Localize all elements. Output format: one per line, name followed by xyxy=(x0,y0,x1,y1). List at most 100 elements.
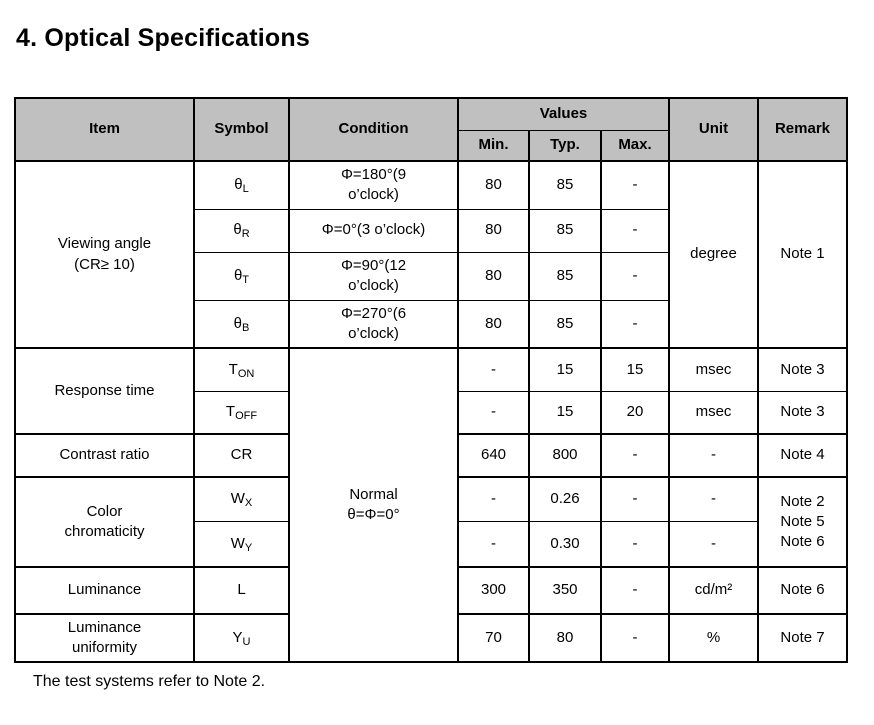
cell-t-on-max: 15 xyxy=(600,347,670,392)
cell-w-x-typ: 0.26 xyxy=(528,476,602,522)
cell-theta-r-min: 80 xyxy=(457,208,530,253)
cell-theta-r-typ: 85 xyxy=(528,208,602,253)
cell-contrast-ratio-unit: - xyxy=(668,433,759,478)
cell-luminance-typ: 350 xyxy=(528,566,602,615)
page-title: 4. Optical Specifications xyxy=(16,24,310,52)
cell-contrast-ratio-min: 640 xyxy=(457,433,530,478)
cell-theta-b-symbol: θB xyxy=(193,299,290,349)
cell-w-x-min: - xyxy=(457,476,530,522)
cell-luminance-uniformity-typ: 80 xyxy=(528,613,602,663)
cell-luminance-item: Luminance xyxy=(14,566,195,615)
cell-theta-l-typ: 85 xyxy=(528,160,602,210)
cell-contrast-ratio-symbol: CR xyxy=(193,433,290,478)
cell-t-off-min: - xyxy=(457,390,530,435)
row-theta-t: θT Φ=90°(12 o’clock) 80 85 - xyxy=(15,251,847,301)
cell-theta-r-condition: Φ=0°(3 o’clock) xyxy=(288,208,459,253)
cell-theta-r-symbol: θR xyxy=(193,208,290,253)
cell-theta-t-typ: 85 xyxy=(528,251,602,301)
row-luminance-uniformity: Luminance uniformity YU 70 80 - % Note 7 xyxy=(14,613,848,663)
cell-viewing-angle-item: Viewing angle (CR≥ 10) xyxy=(14,160,195,349)
cell-w-x-max: - xyxy=(600,476,670,522)
cell-theta-l-min: 80 xyxy=(457,160,530,210)
cell-t-off-unit: msec xyxy=(668,390,759,435)
header-item: Item xyxy=(14,97,195,162)
symbol-subscript: OFF xyxy=(235,410,258,423)
symbol-subscript: L xyxy=(242,183,249,196)
cell-theta-l-condition: Φ=180°(9 o’clock) xyxy=(288,160,459,210)
symbol-base: T xyxy=(228,360,238,378)
cell-luminance-max: - xyxy=(600,566,670,615)
symbol-subscript: Y xyxy=(244,541,253,554)
symbol-base: Y xyxy=(232,628,243,646)
cell-t-on-typ: 15 xyxy=(528,347,602,392)
row-theta-b: θB Φ=270°(6 o’clock) 80 85 - xyxy=(15,299,847,349)
header-values: Values xyxy=(457,97,670,131)
header-symbol: Symbol xyxy=(193,97,290,162)
row-t-on: Response time TON Normal θ=Φ=0° - 15 15 … xyxy=(14,347,848,663)
symbol-subscript: ON xyxy=(237,367,255,380)
cell-theta-t-max: - xyxy=(600,251,670,301)
cell-luminance-uniformity-unit: % xyxy=(668,613,759,663)
symbol-subscript: T xyxy=(242,273,250,286)
symbol-base: θ xyxy=(233,314,242,332)
cell-luminance-unit: cd/m² xyxy=(668,566,759,615)
cell-theta-r-max: - xyxy=(600,208,670,253)
cell-t-on-remark: Note 3 xyxy=(757,347,848,392)
cell-w-y-symbol: WY xyxy=(193,520,290,568)
cell-theta-t-condition: Φ=90°(12 o’clock) xyxy=(288,251,459,301)
symbol-base: T xyxy=(225,403,236,421)
cell-theta-b-max: - xyxy=(600,299,670,349)
row-t-off: TOFF - 15 20 msec Note 3 xyxy=(15,390,848,435)
header-condition: Condition xyxy=(288,97,459,162)
cell-luminance-min: 300 xyxy=(457,566,530,615)
symbol-subscript: X xyxy=(244,497,253,510)
row-contrast-ratio: Contrast ratio CR 640 800 - - Note 4 xyxy=(14,433,848,478)
cell-t-on-unit: msec xyxy=(668,347,759,392)
header-unit: Unit xyxy=(668,97,759,162)
cell-w-x-symbol: WX xyxy=(193,476,290,522)
cell-response-time-item: Response time xyxy=(14,347,195,435)
cell-color-chromaticity-item: Color chromaticity xyxy=(14,476,195,568)
row-theta-r: θR Φ=0°(3 o’clock) 80 85 - xyxy=(15,208,847,253)
row-theta-l: Viewing angle (CR≥ 10) θL Φ=180°(9 o’clo… xyxy=(14,160,848,349)
symbol-subscript: B xyxy=(242,321,250,334)
symbol-base: W xyxy=(230,534,245,552)
header-min: Min. xyxy=(457,129,530,162)
cell-theta-l-max: - xyxy=(600,160,670,210)
symbol-base: θ xyxy=(233,221,242,239)
cell-t-on-min: - xyxy=(457,347,530,392)
header-remark: Remark xyxy=(757,97,848,162)
cell-luminance-uniformity-symbol: YU xyxy=(193,613,290,663)
cell-normal-condition: Normal θ=Φ=0° xyxy=(288,347,459,663)
header-max: Max. xyxy=(600,129,670,162)
row-w-x: Color chromaticity WX - 0.26 - - Note 2 … xyxy=(14,476,848,568)
cell-luminance-uniformity-min: 70 xyxy=(457,613,530,663)
cell-contrast-ratio-item: Contrast ratio xyxy=(14,433,195,478)
symbol-base: W xyxy=(230,490,245,508)
cell-t-off-remark: Note 3 xyxy=(757,390,848,435)
cell-w-x-unit: - xyxy=(668,476,759,522)
cell-t-off-symbol: TOFF xyxy=(193,390,290,435)
cell-theta-t-min: 80 xyxy=(457,251,530,301)
cell-theta-b-min: 80 xyxy=(457,299,530,349)
symbol-base: θ xyxy=(233,266,243,284)
optical-spec-table: Item Symbol Condition Values Unit Remark… xyxy=(14,97,848,663)
cell-t-off-max: 20 xyxy=(600,390,670,435)
cell-w-y-typ: 0.30 xyxy=(528,520,602,568)
row-w-y: WY - 0.30 - - xyxy=(15,520,847,568)
cell-w-y-max: - xyxy=(600,520,670,568)
symbol-base: θ xyxy=(234,176,243,194)
symbol-subscript: R xyxy=(241,228,250,241)
cell-luminance-uniformity-item: Luminance uniformity xyxy=(14,613,195,663)
cell-theta-b-condition: Φ=270°(6 o’clock) xyxy=(288,299,459,349)
cell-theta-b-typ: 85 xyxy=(528,299,602,349)
cell-t-on-symbol: TON xyxy=(193,347,290,392)
cell-luminance-symbol: L xyxy=(193,566,290,615)
cell-color-chromaticity-remark: Note 2 Note 5 Note 6 xyxy=(757,476,848,568)
cell-contrast-ratio-typ: 800 xyxy=(528,433,602,478)
cell-viewing-angle-remark: Note 1 xyxy=(757,160,848,349)
cell-luminance-uniformity-max: - xyxy=(600,613,670,663)
header-typ: Typ. xyxy=(528,129,602,162)
cell-viewing-angle-unit: degree xyxy=(668,160,759,349)
